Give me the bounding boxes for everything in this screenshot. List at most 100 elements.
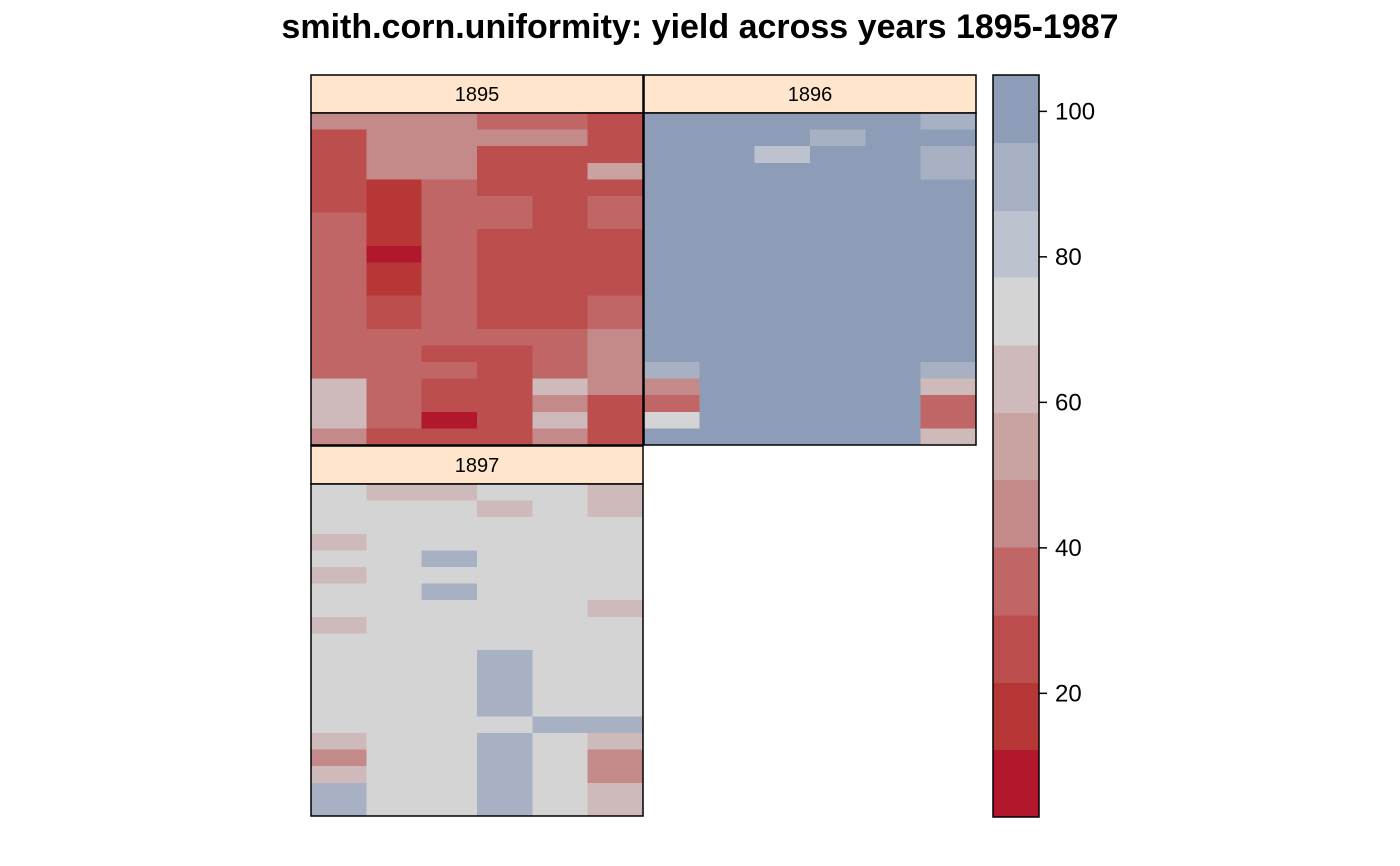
heatmap-cell: [477, 229, 533, 247]
heatmap-cell: [311, 113, 367, 131]
heatmap-cell: [477, 312, 533, 330]
heatmap-cell: [810, 229, 866, 247]
heatmap-cell: [366, 666, 423, 684]
heatmap-cell: [421, 716, 478, 734]
heatmap-cell: [587, 395, 644, 413]
heatmap-cell: [644, 146, 700, 164]
heatmap-cell: [477, 146, 533, 164]
heatmap-cell: [532, 411, 589, 429]
colorkey-swatch: [993, 479, 1039, 548]
heatmap-cell: [421, 196, 478, 214]
heatmap-cell: [421, 345, 478, 363]
heatmap-cell: [699, 129, 756, 147]
heatmap-cell: [311, 583, 367, 601]
heatmap-cell: [477, 179, 533, 197]
heatmap-cell: [477, 279, 533, 297]
heatmap-cell: [532, 262, 589, 280]
panel-1895: 1895: [310, 74, 644, 446]
heatmap-cell: [644, 113, 700, 131]
heatmap-cell: [532, 583, 589, 601]
heatmap-cell: [532, 395, 589, 413]
heatmap-cell: [421, 749, 478, 767]
heatmap-cell: [366, 295, 423, 313]
heatmap-cell: [532, 567, 589, 585]
heatmap-cell: [644, 196, 700, 214]
heatmap-cell: [754, 262, 811, 280]
heatmap-cell: [920, 411, 977, 429]
heatmap-cell: [920, 395, 977, 413]
heatmap-cell: [754, 279, 811, 297]
heatmap-cell: [644, 428, 700, 446]
heatmap-cell: [754, 146, 811, 164]
heatmap-cell: [311, 683, 367, 701]
heatmap-cell: [477, 716, 533, 734]
heatmap-cell: [311, 484, 367, 502]
heatmap-cell: [865, 362, 922, 380]
heatmap-cell: [644, 129, 700, 147]
heatmap-cell: [311, 196, 367, 214]
colorkey-swatch: [993, 277, 1039, 346]
heatmap-cell: [532, 295, 589, 313]
heatmap-cell: [865, 295, 922, 313]
heatmap-cell: [587, 428, 644, 446]
cells-1896: [644, 113, 977, 446]
heatmap-cell: [532, 633, 589, 651]
heatmap-cell: [587, 716, 644, 734]
heatmap-cell: [311, 567, 367, 585]
heatmap-cell: [366, 229, 423, 247]
heatmap-cell: [644, 279, 700, 297]
heatmap-cell: [587, 749, 644, 767]
heatmap-cell: [421, 229, 478, 247]
heatmap-cell: [865, 196, 922, 214]
heatmap-cell: [587, 616, 644, 634]
heatmap-cell: [587, 733, 644, 751]
heatmap-cell: [532, 500, 589, 518]
heatmap-cell: [865, 279, 922, 297]
heatmap-cell: [699, 162, 756, 180]
heatmap-cell: [699, 328, 756, 346]
heatmap-cell: [810, 212, 866, 230]
heatmap-cell: [366, 533, 423, 551]
heatmap-cell: [865, 113, 922, 131]
heatmap-cell: [421, 517, 478, 535]
heatmap-cell: [421, 212, 478, 230]
heatmap-cell: [644, 411, 700, 429]
heatmap-cell: [311, 650, 367, 668]
heatmap-cell: [366, 650, 423, 668]
heatmap-cell: [366, 262, 423, 280]
cells-1897: [311, 484, 644, 817]
heatmap-cell: [532, 129, 589, 147]
heatmap-cell: [644, 162, 700, 180]
colorkey-tick-label: 100: [1055, 98, 1095, 125]
heatmap-cell: [421, 146, 478, 164]
heatmap-cell: [865, 146, 922, 164]
heatmap-cell: [587, 345, 644, 363]
heatmap-cell: [311, 378, 367, 396]
heatmap-cell: [421, 129, 478, 147]
heatmap-cell: [532, 484, 589, 502]
colorkey-tick-label: 20: [1055, 680, 1082, 707]
heatmap-cell: [865, 212, 922, 230]
heatmap-cell: [810, 328, 866, 346]
heatmap-cell: [532, 245, 589, 263]
heatmap-cell: [477, 650, 533, 668]
colorkey-swatch: [993, 749, 1039, 818]
heatmap-cell: [311, 279, 367, 297]
heatmap-cell: [920, 312, 977, 330]
heatmap-cell: [366, 484, 423, 502]
heatmap-cell: [754, 162, 811, 180]
colorkey-border: [992, 74, 1040, 818]
heatmap-cell: [421, 666, 478, 684]
heatmap-cell: [366, 583, 423, 601]
heatmap-cell: [532, 146, 589, 164]
heatmap-cell: [587, 567, 644, 585]
heatmap-cell: [311, 799, 367, 817]
heatmap-cell: [366, 179, 423, 197]
heatmap-cell: [366, 550, 423, 568]
heatmap-cell: [699, 279, 756, 297]
heatmap-cell: [532, 749, 589, 767]
heatmap-cell: [699, 262, 756, 280]
heatmap-cell: [311, 345, 367, 363]
heatmap-cell: [587, 262, 644, 280]
